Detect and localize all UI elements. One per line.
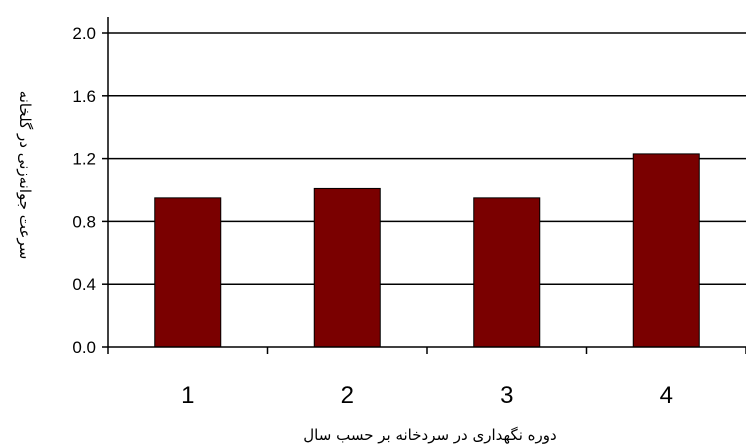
axes — [102, 17, 746, 354]
y-tick-label: 0.8 — [72, 212, 96, 231]
y-axis-title: سرعت جوانه‌زنی در گلخانه — [16, 91, 34, 260]
x-axis-title: دوره نگهداری در سردخانه بر حسب سال — [303, 426, 556, 444]
bar — [473, 197, 541, 348]
x-tick-label: 4 — [660, 382, 673, 409]
y-tick-label: 2.0 — [72, 24, 96, 43]
y-tick-label: 0.0 — [72, 338, 96, 357]
y-tick-label: 0.4 — [72, 275, 96, 294]
y-tick-label: 1.6 — [72, 87, 96, 106]
x-tick-labels: 1 2 3 4 — [181, 382, 673, 409]
y-tick-labels: 0.0 0.4 0.8 1.2 1.6 2.0 — [72, 24, 96, 357]
x-tick-label: 2 — [341, 382, 354, 409]
bars — [154, 153, 700, 348]
x-tick-label: 1 — [181, 382, 194, 409]
bar — [313, 187, 381, 348]
bar — [632, 153, 700, 348]
bar — [154, 197, 222, 348]
y-tick-label: 1.2 — [72, 150, 96, 169]
x-tick-label: 3 — [500, 382, 513, 409]
